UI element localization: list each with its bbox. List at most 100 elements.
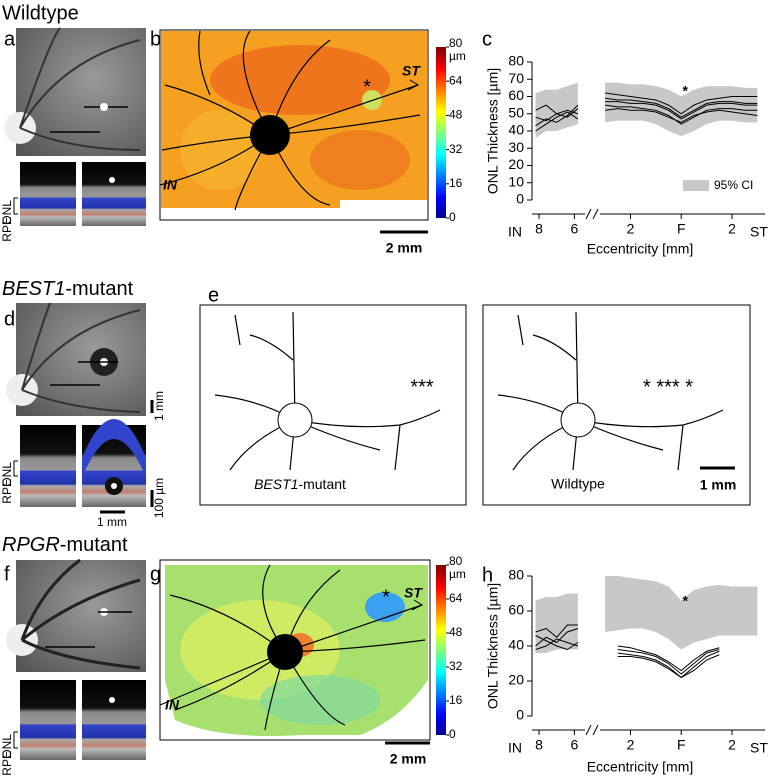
gene: BEST1 bbox=[254, 476, 298, 492]
overlay-label: Wildtype bbox=[551, 476, 605, 492]
fovea-marker: * *** * bbox=[643, 376, 693, 398]
x-tick-label: 2 bbox=[627, 737, 635, 753]
series-line bbox=[605, 108, 758, 123]
y-tick-label: 10 bbox=[508, 173, 524, 189]
axis-break bbox=[585, 724, 599, 736]
colorbar-tick-label: 48 bbox=[449, 625, 463, 639]
fovea-marker: * bbox=[363, 76, 371, 98]
fundus-image bbox=[4, 27, 146, 156]
series-line bbox=[535, 104, 579, 127]
scale-label: 1 mm bbox=[700, 477, 737, 493]
y-tick-label: 70 bbox=[508, 70, 524, 86]
ci-band bbox=[605, 576, 758, 650]
direction-label: IN bbox=[165, 697, 180, 713]
colorbar-tick-label: 48 bbox=[449, 108, 463, 122]
series-line bbox=[617, 649, 720, 675]
gene: BEST1 bbox=[2, 278, 65, 300]
series-line bbox=[535, 628, 579, 647]
x-tick-label: 8 bbox=[535, 221, 543, 237]
series-line bbox=[535, 635, 579, 651]
oct-scan bbox=[13, 162, 146, 760]
y-axis-label: ONL Thickness [µm] bbox=[485, 68, 501, 194]
y-tick-label: 40 bbox=[508, 122, 524, 138]
layer-label: RPE bbox=[0, 751, 14, 776]
colorbar-unit: µm bbox=[449, 49, 466, 63]
panel-letter: f bbox=[4, 563, 10, 585]
row-title: RPGR-mutant bbox=[2, 534, 128, 556]
x-axis-label: Eccentricity [mm] bbox=[587, 759, 694, 775]
x-tick-label: 2 bbox=[627, 221, 635, 237]
fovea-marker: *** bbox=[410, 376, 434, 398]
series-line bbox=[535, 111, 579, 132]
x-tick-label: 8 bbox=[535, 737, 543, 753]
y-tick-label: 80 bbox=[508, 567, 524, 583]
layer-label: ONL bbox=[0, 200, 14, 225]
layer-label: RPE bbox=[0, 217, 14, 242]
series-line bbox=[617, 645, 720, 672]
panel-letter: h bbox=[482, 564, 493, 586]
colorbar-tick-label: 32 bbox=[449, 142, 463, 156]
series-line bbox=[617, 654, 720, 679]
series-line bbox=[535, 624, 578, 638]
suffix: -mutant bbox=[298, 476, 346, 492]
panel-letter: e bbox=[208, 284, 219, 306]
thickness-map bbox=[159, 559, 431, 741]
x-tick-label: 2 bbox=[728, 737, 736, 753]
x-end-label: ST bbox=[750, 224, 768, 240]
panel-letter: b bbox=[150, 28, 161, 50]
y-tick-label: 50 bbox=[508, 104, 524, 120]
oct-layer-labels: ONL RPE ONL RPE ONL RPE bbox=[0, 200, 14, 776]
y-tick-label: 40 bbox=[508, 637, 524, 653]
colorbar-tick-label: 64 bbox=[449, 591, 463, 605]
scale-label: 1 mm bbox=[152, 391, 166, 421]
x-tick-label: F bbox=[677, 737, 686, 753]
scale-bar bbox=[100, 490, 154, 514]
colorbar-tick-label: 32 bbox=[449, 659, 463, 673]
suffix: -mutant bbox=[60, 534, 128, 556]
colorbar bbox=[436, 47, 446, 218]
layer-label: ONL bbox=[0, 462, 14, 487]
layer-label: RPE bbox=[0, 479, 14, 504]
overlay-label: BEST1-mutant bbox=[254, 476, 346, 492]
panel-letter: c bbox=[482, 28, 492, 50]
x-end-label: IN bbox=[508, 740, 522, 756]
suffix: -mutant bbox=[65, 278, 133, 300]
ci-band bbox=[535, 82, 578, 138]
x-end-label: IN bbox=[508, 224, 522, 240]
series-line bbox=[605, 92, 758, 115]
fundus-image bbox=[6, 558, 146, 672]
fundus-image bbox=[6, 302, 146, 416]
gene: RPGR bbox=[2, 534, 60, 556]
colorbar-tick-label: 0 bbox=[449, 727, 456, 741]
colorbar bbox=[436, 565, 446, 735]
panel-letter: g bbox=[150, 563, 161, 585]
annotation: * bbox=[683, 83, 689, 99]
x-end-label: ST bbox=[750, 740, 768, 756]
colorbar-tick-label: 16 bbox=[449, 693, 463, 707]
scale-label: 2 mm bbox=[390, 751, 427, 767]
panel-letter: a bbox=[4, 28, 16, 50]
scale-label: 100 µm bbox=[152, 478, 166, 518]
y-tick-label: 60 bbox=[508, 87, 524, 103]
y-tick-label: 20 bbox=[508, 672, 524, 688]
scale-label: 2 mm bbox=[386, 240, 423, 256]
vessel-overlay bbox=[199, 304, 751, 506]
y-tick-label: 0 bbox=[516, 191, 524, 207]
layer-label: ONL bbox=[0, 734, 14, 759]
legend-swatch bbox=[683, 180, 709, 191]
y-tick-label: 60 bbox=[508, 602, 524, 618]
row-title: BEST1-mutant bbox=[2, 278, 134, 300]
row-title: Wildtype bbox=[2, 2, 79, 24]
x-axis-label: Eccentricity [mm] bbox=[587, 241, 694, 257]
direction-label: ST bbox=[402, 63, 421, 79]
colorbar-tick-label: 64 bbox=[449, 73, 463, 87]
direction-label: IN bbox=[163, 177, 178, 193]
x-tick-label: 2 bbox=[728, 221, 736, 237]
scale-label: 1 mm bbox=[97, 515, 127, 529]
legend-label: 95% CI bbox=[714, 178, 753, 192]
series-line bbox=[617, 650, 720, 679]
ci-band bbox=[605, 82, 758, 137]
x-tick-label: 6 bbox=[571, 221, 579, 237]
x-tick-label: 6 bbox=[571, 737, 579, 753]
